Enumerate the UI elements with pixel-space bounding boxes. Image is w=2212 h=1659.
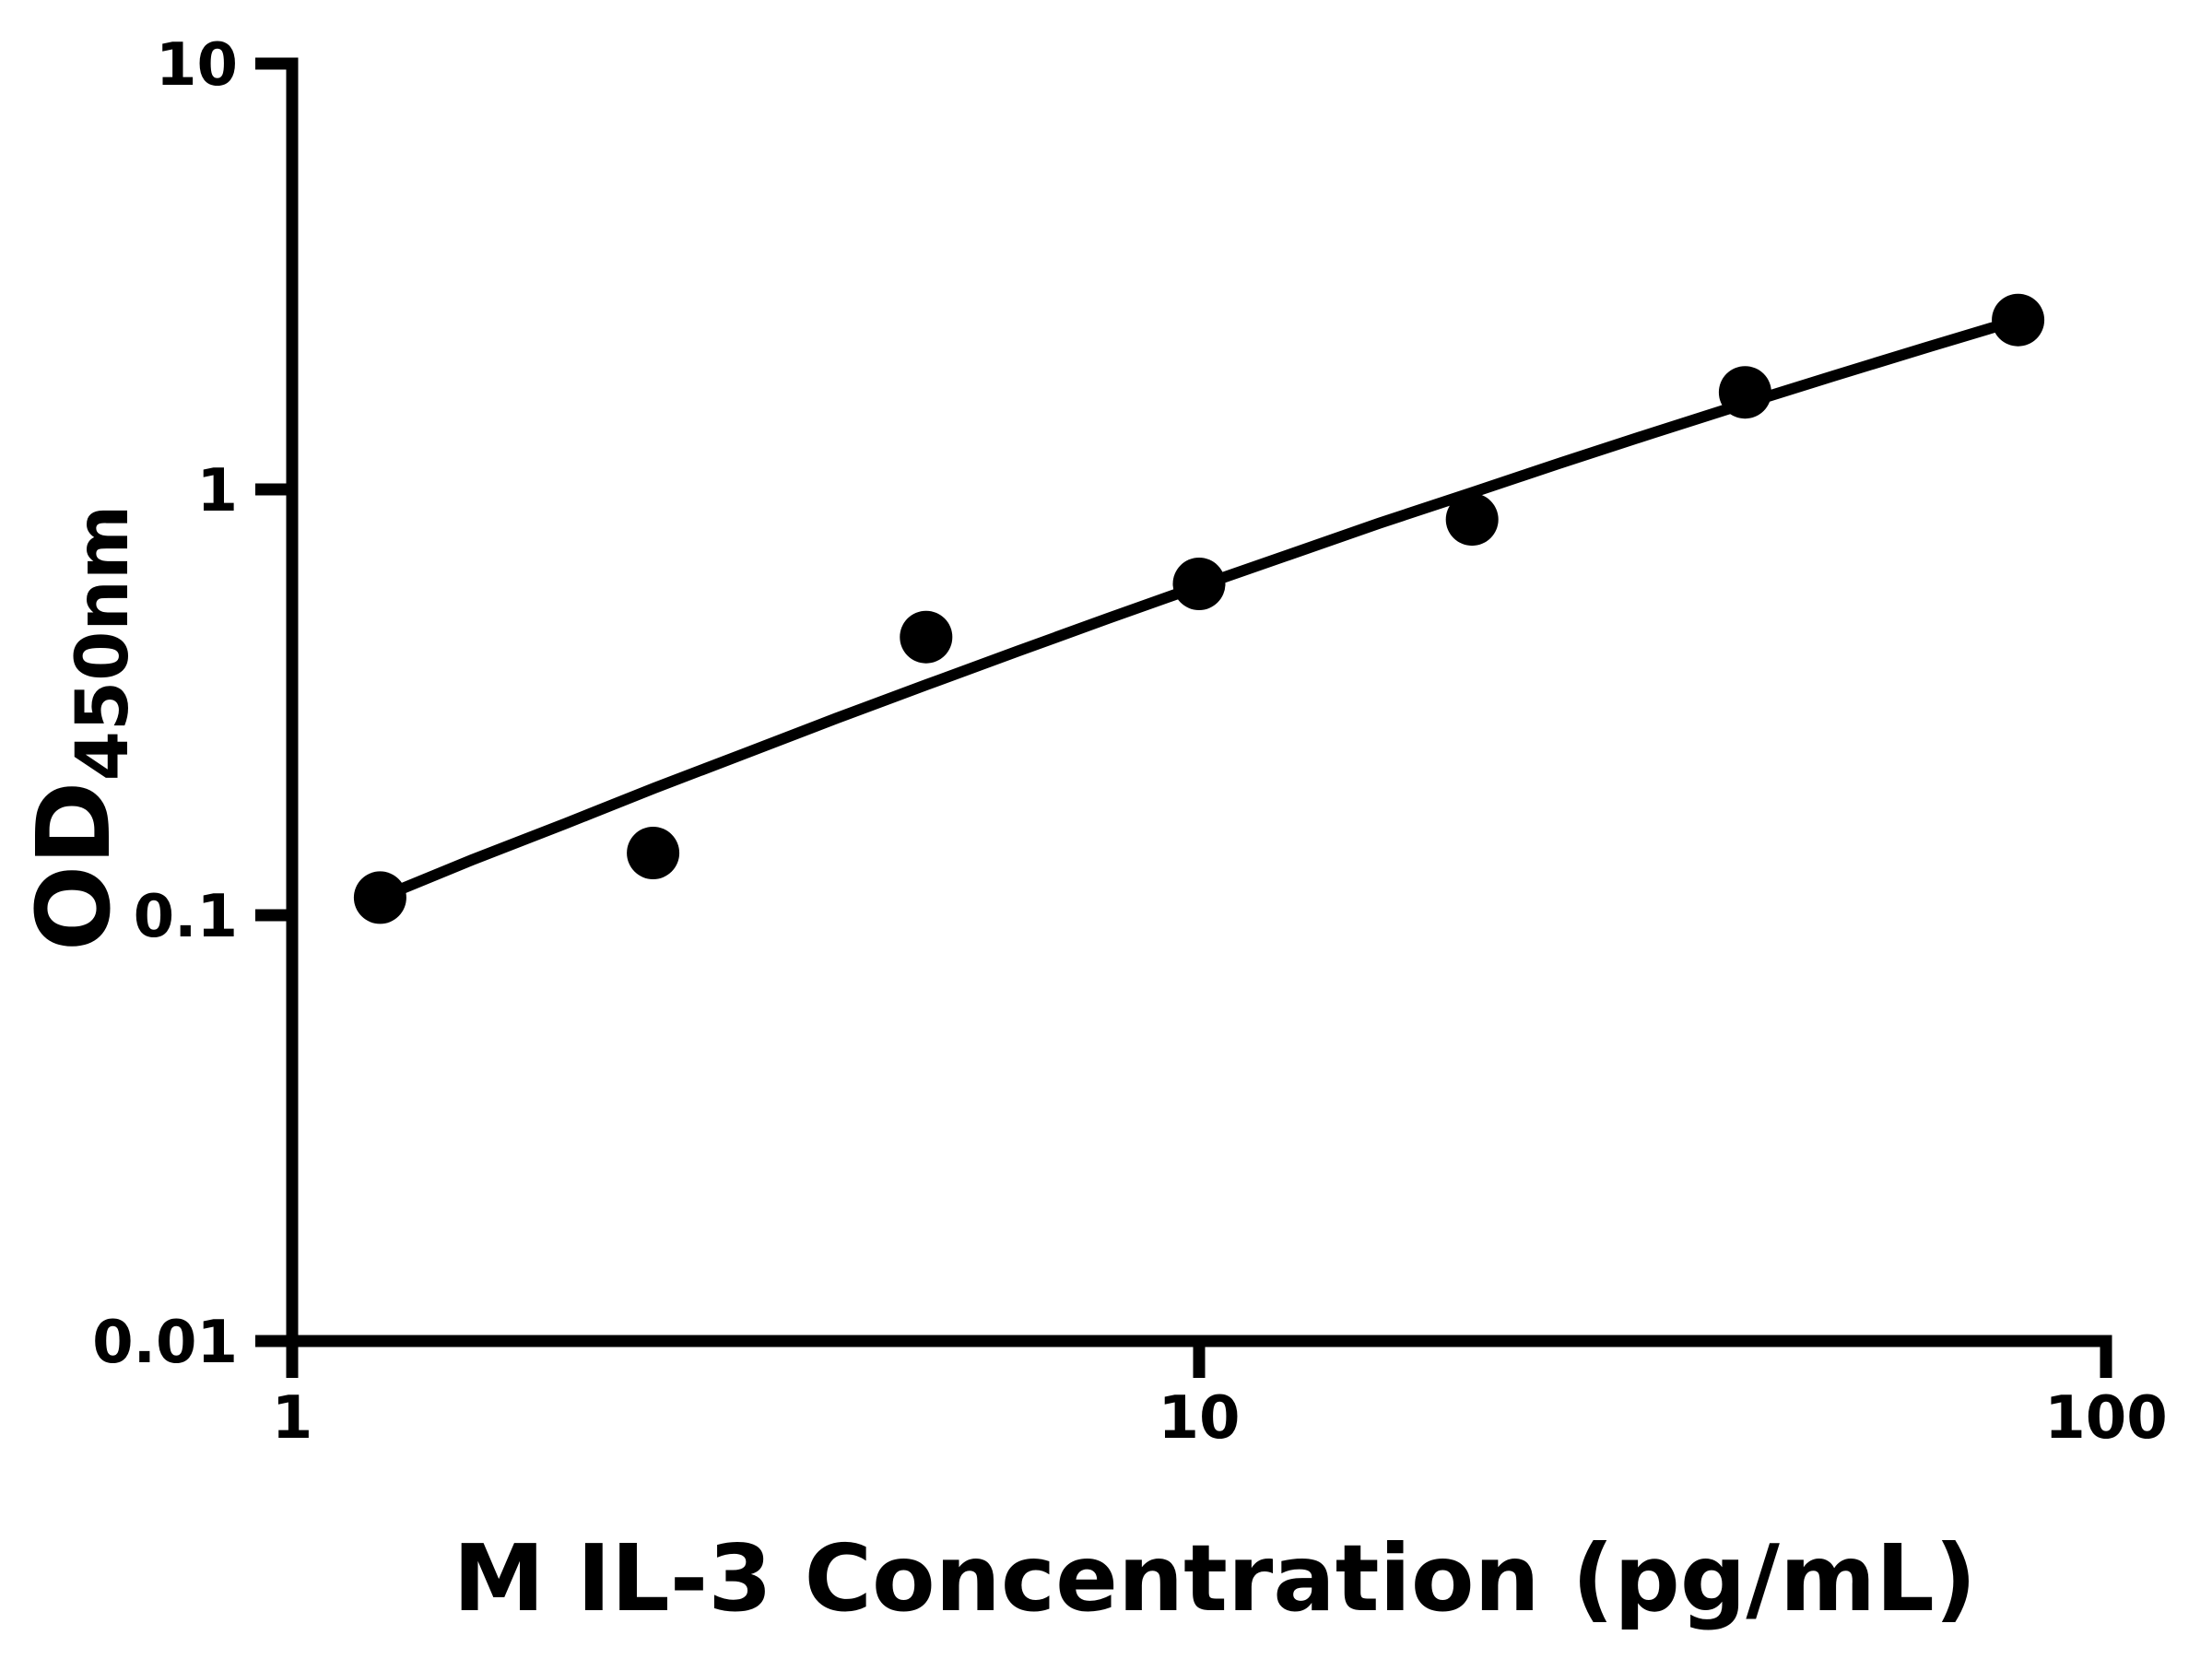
y-axis-title: OD450nm: [15, 505, 145, 951]
x-axis-title: M IL-3 Concentration (pg/mL): [453, 1524, 1976, 1632]
y-tick-label: 0.1: [134, 883, 238, 951]
data-point: [627, 827, 680, 879]
x-tick-label: 100: [2044, 1384, 2168, 1453]
y-tick-label: 1: [196, 457, 238, 525]
y-axis-title-main: OD: [15, 781, 133, 951]
y-tick-label: 10: [156, 31, 238, 100]
y-tick-label: 0.01: [92, 1309, 238, 1377]
data-point: [1992, 293, 2045, 347]
data-point: [900, 610, 953, 664]
data-point: [1172, 558, 1226, 610]
data-point: [1445, 493, 1499, 547]
y-axis-title-sub: 450nm: [62, 505, 145, 782]
x-tick-label: 1: [272, 1384, 313, 1453]
x-tick-label: 10: [1158, 1384, 1240, 1453]
data-point: [353, 871, 406, 924]
data-point: [1718, 366, 1771, 419]
